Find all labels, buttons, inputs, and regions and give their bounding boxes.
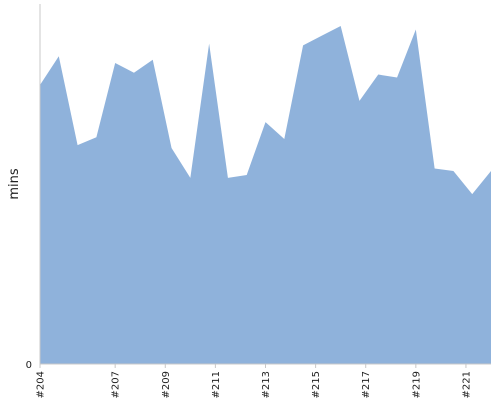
y-tick-label: 0	[26, 360, 32, 371]
x-tick-label: #209	[161, 371, 172, 398]
area-series	[40, 25, 491, 365]
x-tick-label: #207	[111, 371, 122, 398]
y-axis-ticks: 0	[26, 360, 32, 371]
x-tick-label: #211	[211, 371, 222, 398]
x-tick-label: #213	[261, 371, 272, 398]
x-axis-ticks: #204 #207 #209 #211 #213 #215 #217 #219 #221	[36, 364, 472, 398]
x-tick-label: #217	[361, 371, 372, 398]
x-tick-label: #221	[461, 371, 472, 398]
x-tick-label: #219	[411, 371, 422, 398]
x-tick-label: #204	[36, 371, 47, 398]
y-axis-title: mins	[7, 168, 22, 200]
plot-area	[40, 25, 491, 365]
x-tick-label: #215	[311, 371, 322, 398]
